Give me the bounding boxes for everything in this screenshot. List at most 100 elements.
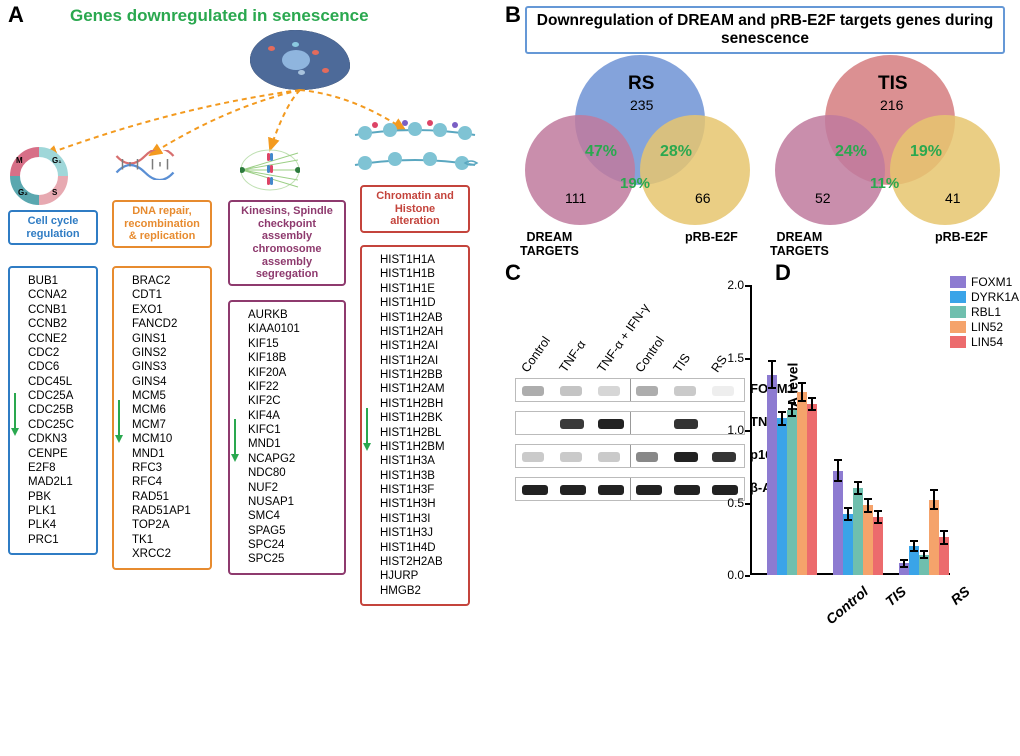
venn-text: 11%	[870, 175, 899, 192]
gene: HIST1H3B	[380, 469, 462, 483]
venn-text: 19%	[620, 175, 650, 192]
svg-text:M: M	[16, 156, 23, 165]
gene: HIST1H2AH	[380, 325, 462, 339]
gene: TOP2A	[132, 518, 204, 532]
bar-chart: Relative mRNA level 0.00.51.01.52.0Contr…	[750, 285, 950, 575]
band	[560, 386, 582, 396]
band	[674, 386, 696, 396]
ytick: 2.0	[727, 278, 744, 292]
gene: SMC4	[248, 509, 338, 523]
gene: MCM5	[132, 389, 204, 403]
band	[674, 419, 698, 429]
gene-box-chromatin: HIST1H1AHIST1H1BHIST1H1EHIST1H1DHIST1H2A…	[360, 245, 470, 606]
gene: HIST1H2BH	[380, 397, 462, 411]
bar	[833, 471, 843, 575]
cell-nucleus	[282, 50, 310, 70]
venn-text: DREAMTARGETS	[520, 230, 579, 258]
band	[598, 386, 620, 396]
gene: BUB1	[28, 274, 90, 288]
venn-rs: RS23511166DREAMTARGETSpRB-E2F47%28%19%	[520, 55, 760, 255]
gene: MCM10	[132, 432, 204, 446]
panel-b-title: Downregulation of DREAM and pRB-E2F targ…	[525, 6, 1005, 54]
gene: GINS1	[132, 332, 204, 346]
down-arrow-icon	[366, 408, 368, 444]
down-arrow-icon	[234, 419, 236, 455]
gene: CDT1	[132, 288, 204, 302]
gene: HIST1H3H	[380, 497, 462, 511]
venn-text: pRB-E2F	[685, 230, 738, 244]
venn-text: 216	[880, 97, 903, 113]
venn-text: DREAMTARGETS	[770, 230, 829, 258]
band	[522, 386, 544, 396]
ytick: 1.0	[727, 423, 744, 437]
gene: HIST1H2AM	[380, 382, 462, 396]
band	[560, 419, 584, 429]
bar	[797, 392, 807, 575]
gene: SPC24	[248, 538, 338, 552]
svg-text:G₂: G₂	[18, 188, 28, 197]
legend-item: RBL1	[950, 305, 1019, 319]
gene: MND1	[248, 437, 338, 451]
gene: EXO1	[132, 303, 204, 317]
legend-item: LIN52	[950, 320, 1019, 334]
gene: HIST1H2BL	[380, 426, 462, 440]
gene: XRCC2	[132, 547, 204, 561]
venn-text: pRB-E2F	[935, 230, 988, 244]
band	[522, 452, 544, 462]
gene: NCAPG2	[248, 452, 338, 466]
down-arrow-icon	[118, 400, 120, 436]
ytick: 0.0	[727, 568, 744, 582]
gene: KIFC1	[248, 423, 338, 437]
cat-label-chromatin: Chromatin andHistonealteration	[360, 185, 470, 233]
blot-row-p16	[515, 444, 745, 468]
venn-text: 47%	[585, 143, 617, 161]
gene: CDKN3	[28, 432, 90, 446]
gene: SPAG5	[248, 524, 338, 538]
gene: HMGB2	[380, 584, 462, 598]
svg-text:S: S	[52, 188, 58, 197]
bar	[767, 375, 777, 575]
bar	[863, 505, 873, 575]
cat-label-cellcycle: Cell cycleregulation	[8, 210, 98, 245]
gene: HIST1H2AI	[380, 339, 462, 353]
band	[598, 452, 620, 462]
bar	[873, 517, 883, 575]
gene: HIST1H3A	[380, 454, 462, 468]
gene: GINS3	[132, 360, 204, 374]
gene: TK1	[132, 533, 204, 547]
gene: SPC25	[248, 552, 338, 566]
gene: HIST1H1A	[380, 253, 462, 267]
x-category: Control	[823, 583, 871, 627]
gene: HIST1H2BK	[380, 411, 462, 425]
bar	[843, 514, 853, 575]
chart-legend: FOXM1DYRK1ARBL1LIN52LIN54	[950, 275, 1019, 350]
gene: CCNB2	[28, 317, 90, 331]
gene: AURKB	[248, 308, 338, 322]
bar	[787, 410, 797, 575]
band	[560, 452, 582, 462]
gene: HIST1H2BM	[380, 440, 462, 454]
chromatin-icon	[350, 120, 480, 180]
gene: RFC4	[132, 475, 204, 489]
gene: CDC25A	[28, 389, 90, 403]
gene: GINS4	[132, 375, 204, 389]
gene: RAD51	[132, 490, 204, 504]
gene: HIST1H1D	[380, 296, 462, 310]
gene: FANCD2	[132, 317, 204, 331]
venn-text: 19%	[910, 143, 942, 161]
gene: CCNB1	[28, 303, 90, 317]
band	[636, 485, 662, 495]
gene: GINS2	[132, 346, 204, 360]
gene: KIF2C	[248, 394, 338, 408]
gene: CDC25C	[28, 418, 90, 432]
cell-blob-icon	[250, 30, 360, 100]
gene: HIST1H4D	[380, 541, 462, 555]
gene: PBK	[28, 490, 90, 504]
gene: HIST1H1B	[380, 267, 462, 281]
cell-body	[250, 30, 350, 90]
lane-label: Control	[519, 334, 554, 375]
gene: CCNA2	[28, 288, 90, 302]
panel-b-label: B	[505, 2, 521, 28]
gene: E2F8	[28, 461, 90, 475]
gene: HIST1H3F	[380, 483, 462, 497]
